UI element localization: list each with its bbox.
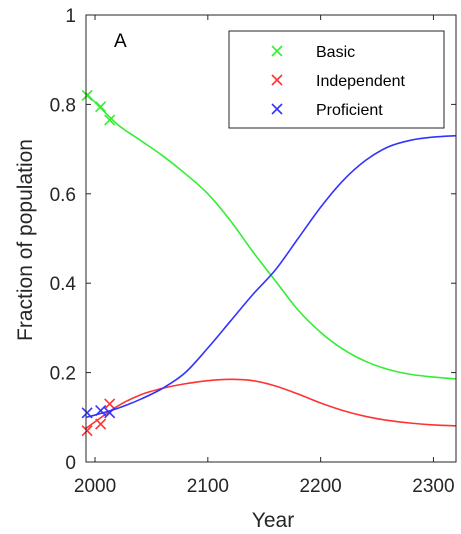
y-tick-label: 0.2	[50, 364, 76, 385]
data-point-proficient	[81, 407, 93, 419]
legend-box	[228, 30, 445, 129]
x-tick-label: 2200	[299, 476, 341, 497]
legend-label-proficient: Proficient	[316, 102, 383, 119]
y-axis: 0 0.2 0.4 0.6 0.8 1	[50, 6, 456, 474]
series-line-proficient	[85, 134, 457, 419]
plot-frame	[85, 14, 457, 463]
y-axis-title: Fraction of population	[14, 139, 37, 341]
x-axis-title: Year	[252, 509, 294, 532]
plot-area	[81, 89, 457, 437]
y-tick-label: 0.6	[50, 185, 76, 206]
legend-label-basic: Basic	[316, 44, 355, 61]
x-axis: 2000 2100 2200 2300	[74, 15, 455, 497]
legend-label-independent: Independent	[316, 73, 406, 90]
x-tick-label: 2000	[74, 476, 116, 497]
data-point-basic	[95, 101, 107, 113]
series-line-independent	[85, 378, 457, 430]
x-tick-label: 2100	[187, 476, 229, 497]
data-point-proficient	[95, 405, 107, 417]
data-point-proficient	[104, 407, 116, 419]
legend: Basic Independent Proficient	[228, 30, 445, 129]
y-tick-label: 0	[65, 453, 76, 474]
y-tick-label: 1	[65, 6, 76, 27]
panel-label: A	[114, 31, 127, 52]
legend-marker-proficient	[271, 103, 283, 115]
x-tick-label: 2300	[412, 476, 454, 497]
data-point-basic	[104, 114, 116, 126]
legend-marker-independent	[271, 74, 283, 86]
data-point-independent	[104, 398, 116, 410]
y-tick-label: 0.8	[50, 95, 76, 116]
data-point-independent	[81, 425, 93, 437]
series-line-basic	[85, 92, 457, 380]
legend-marker-basic	[271, 45, 283, 57]
data-point-independent	[95, 418, 107, 430]
data-point-basic	[81, 89, 93, 102]
y-tick-label: 0.4	[50, 274, 77, 295]
